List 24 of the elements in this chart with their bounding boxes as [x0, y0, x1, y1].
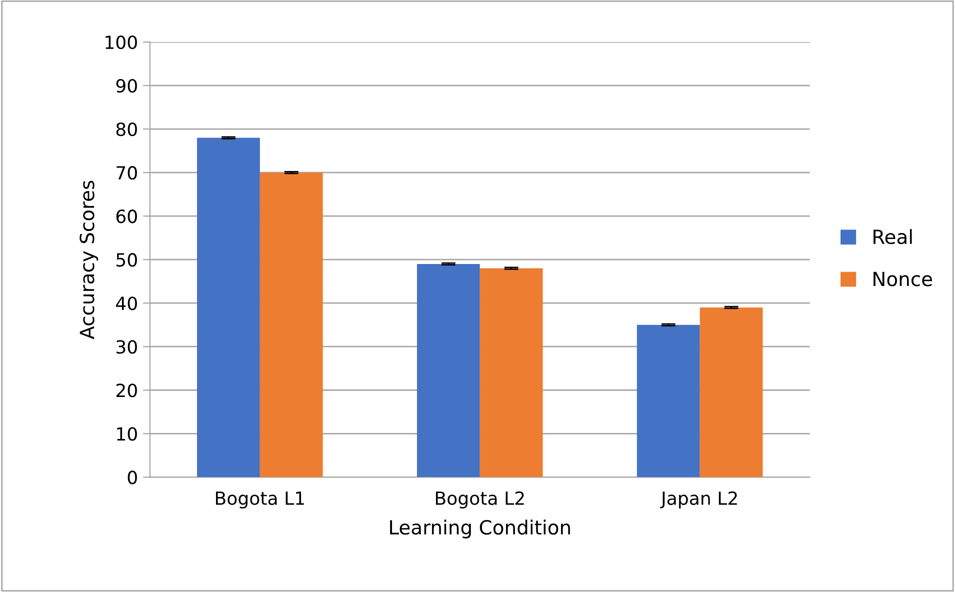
- y-tick-label: 0: [128, 470, 137, 484]
- bar: [416, 264, 480, 478]
- y-tick-label: 40: [116, 296, 137, 310]
- y-tick-label: 30: [116, 340, 137, 354]
- y-tick-label: 50: [116, 253, 137, 267]
- x-tick-label: Japan L2: [660, 491, 737, 509]
- bar: [197, 138, 260, 478]
- bar: [260, 172, 323, 478]
- y-tick-label: 80: [116, 122, 137, 136]
- legend-label: Real: [874, 229, 912, 244]
- legend-label: Nonce: [874, 272, 932, 286]
- y-tick-label: 70: [116, 166, 137, 180]
- x-axis-title: Learning Condition: [390, 520, 570, 538]
- bar: [480, 268, 543, 478]
- y-tick-label: 10: [117, 427, 137, 441]
- bar: [636, 324, 700, 478]
- x-tick-label: Bogota L1: [216, 492, 304, 509]
- y-tick-label: 90: [116, 79, 137, 93]
- y-axis-title: Accuracy Scores: [80, 180, 98, 340]
- x-tick-label: Bogota L2: [436, 491, 524, 509]
- bar: [700, 307, 763, 478]
- y-tick-label: 20: [116, 384, 137, 398]
- y-tick-label: 100: [106, 35, 137, 50]
- y-tick-label: 60: [116, 210, 137, 224]
